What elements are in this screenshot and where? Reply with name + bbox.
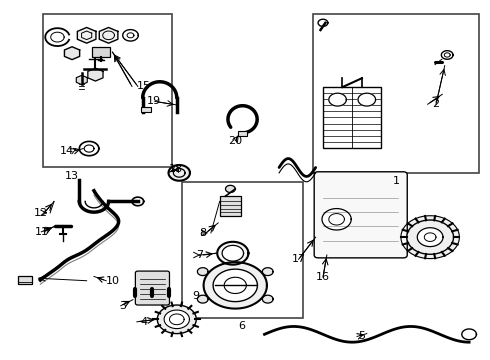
- Text: 18: 18: [169, 164, 183, 174]
- Text: 12: 12: [34, 208, 49, 218]
- Bar: [43, 14, 172, 167]
- Polygon shape: [262, 268, 273, 275]
- Text: 1: 1: [392, 176, 399, 186]
- Polygon shape: [88, 68, 103, 81]
- Bar: [92, 47, 110, 58]
- Text: 16: 16: [316, 272, 330, 282]
- Text: 17: 17: [292, 254, 306, 264]
- Text: 4: 4: [140, 317, 147, 327]
- Polygon shape: [164, 310, 190, 329]
- Text: 9: 9: [193, 291, 200, 301]
- Text: 10: 10: [105, 276, 120, 286]
- Polygon shape: [197, 295, 208, 303]
- Text: 11: 11: [34, 227, 49, 237]
- Text: 8: 8: [199, 228, 206, 238]
- Polygon shape: [225, 185, 235, 193]
- Polygon shape: [358, 93, 375, 106]
- Text: 15: 15: [137, 81, 150, 91]
- Polygon shape: [77, 27, 96, 43]
- FancyBboxPatch shape: [135, 271, 170, 305]
- Polygon shape: [157, 305, 196, 334]
- Polygon shape: [222, 246, 244, 261]
- Bar: [19, 276, 32, 284]
- Bar: [220, 196, 241, 216]
- Bar: [141, 107, 151, 112]
- Text: 7: 7: [196, 250, 203, 260]
- Text: 3: 3: [119, 301, 126, 311]
- FancyBboxPatch shape: [314, 172, 407, 258]
- Polygon shape: [65, 47, 80, 60]
- Text: 19: 19: [147, 96, 160, 107]
- Text: 6: 6: [238, 321, 245, 332]
- Text: 5: 5: [358, 332, 366, 342]
- Polygon shape: [262, 295, 273, 303]
- Polygon shape: [417, 228, 443, 247]
- Polygon shape: [213, 269, 257, 302]
- Bar: [182, 182, 303, 318]
- Text: 14: 14: [60, 146, 74, 156]
- Bar: [238, 131, 247, 136]
- Polygon shape: [76, 75, 87, 85]
- Text: 13: 13: [65, 171, 79, 181]
- Polygon shape: [322, 208, 351, 230]
- Polygon shape: [197, 268, 208, 275]
- Text: 20: 20: [228, 136, 243, 146]
- Polygon shape: [401, 216, 460, 258]
- Polygon shape: [169, 165, 190, 181]
- Polygon shape: [99, 27, 118, 43]
- Polygon shape: [407, 220, 454, 254]
- Text: 2: 2: [433, 99, 440, 109]
- Polygon shape: [217, 242, 248, 265]
- Bar: [323, 87, 381, 148]
- Polygon shape: [204, 262, 267, 309]
- Bar: [313, 14, 479, 173]
- Polygon shape: [329, 93, 346, 106]
